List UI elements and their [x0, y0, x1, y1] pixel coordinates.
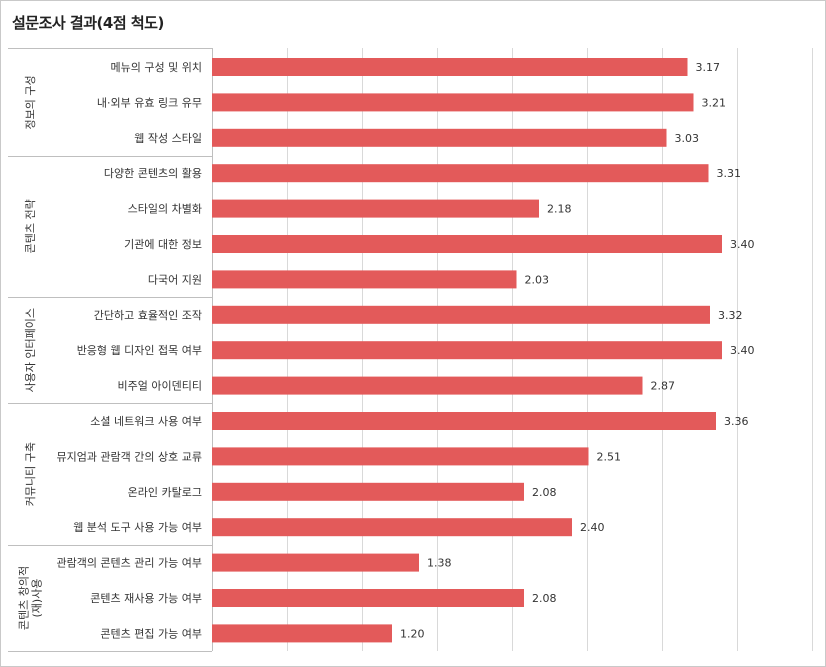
- bar: [212, 589, 524, 607]
- bar: [212, 624, 392, 643]
- data-label: 3.17: [696, 61, 721, 74]
- bar: [212, 447, 589, 466]
- data-label: 1.20: [400, 627, 425, 640]
- bar: [212, 412, 716, 430]
- data-label: 2.87: [651, 380, 676, 393]
- data-label: 3.03: [675, 132, 700, 145]
- group-label: 사용자 인터페이스: [24, 308, 37, 392]
- chart-title: 설문조사 결과(4점 척도): [12, 14, 164, 32]
- category-label: 비주얼 아이덴티티: [118, 379, 202, 393]
- bar: [212, 164, 709, 183]
- group-label: (재)사용: [31, 579, 44, 618]
- bar: [212, 518, 572, 537]
- data-label: 3.40: [730, 344, 755, 357]
- data-label: 2.03: [525, 273, 550, 286]
- category-label: 다양한 콘텐츠의 활용: [104, 166, 202, 180]
- category-label: 온라인 카탈로그: [128, 486, 202, 499]
- data-label: 3.31: [717, 167, 742, 180]
- category-label: 내·외부 유효 링크 유무: [97, 96, 202, 109]
- bar: [212, 305, 710, 324]
- data-label: 1.38: [427, 557, 452, 570]
- group-label: 커뮤니티 구축: [24, 442, 37, 506]
- category-label: 콘텐츠 재사용 가능 여부: [90, 592, 202, 605]
- group-label: 콘텐츠 전략: [24, 199, 37, 253]
- data-label: 3.36: [724, 415, 749, 428]
- data-label: 2.08: [532, 486, 557, 499]
- category-label: 반응형 웹 디자인 접목 여부: [77, 344, 202, 357]
- data-label: 3.40: [730, 238, 755, 251]
- category-label: 웹 작성 스타일: [134, 131, 202, 145]
- category-label: 소셜 네트워크 사용 여부: [90, 415, 202, 428]
- bar: [212, 341, 722, 360]
- data-label: 2.08: [532, 592, 557, 605]
- bar: [212, 199, 539, 218]
- bar: [212, 553, 419, 572]
- category-label: 콘텐츠 편집 가능 여부: [100, 627, 202, 640]
- data-label: 2.40: [580, 521, 605, 534]
- bar: [212, 482, 524, 501]
- category-label: 간단하고 효율적인 조작: [94, 308, 202, 322]
- data-label: 3.21: [702, 96, 727, 109]
- category-label: 다국어 지원: [148, 273, 202, 286]
- bar: [212, 93, 694, 112]
- category-label: 뮤지엄과 관람객 간의 상호 교류: [56, 450, 202, 463]
- bar: [212, 128, 667, 147]
- category-label: 스타일의 차별화: [128, 202, 202, 216]
- data-label: 2.18: [547, 203, 572, 216]
- category-label: 관람객의 콘텐츠 관리 가능 여부: [56, 557, 202, 570]
- bar: [212, 58, 688, 76]
- bar: [212, 376, 643, 395]
- group-label: 콘텐츠 창의적: [18, 566, 31, 630]
- data-label: 2.51: [597, 450, 622, 463]
- category-label: 웹 분석 도구 사용 가능 여부: [73, 521, 202, 534]
- group-label: 정보의 구성: [24, 75, 37, 129]
- category-label: 메뉴의 구성 및 위치: [111, 61, 202, 74]
- category-label: 기관에 대한 정보: [124, 238, 202, 251]
- data-label: 3.32: [718, 309, 743, 322]
- bar: [212, 235, 722, 253]
- bar: [212, 270, 517, 289]
